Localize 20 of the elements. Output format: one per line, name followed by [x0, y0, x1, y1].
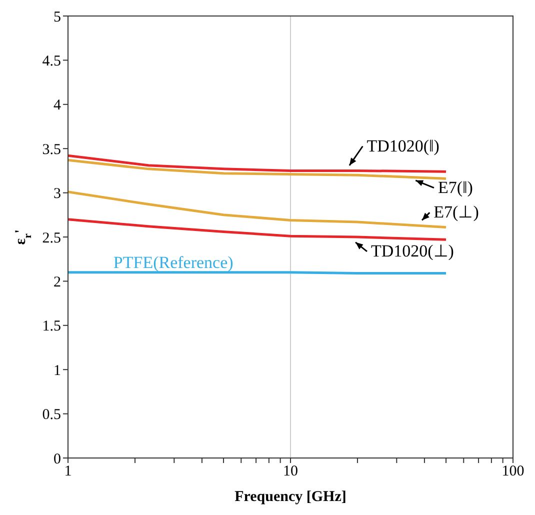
y-tick-label: 2 [54, 274, 61, 291]
y-tick-label: 2.5 [42, 230, 61, 246]
y-tick-label: 4 [54, 98, 62, 114]
series-label: E7(‖) [438, 178, 473, 197]
series-label: E7(⊥) [434, 202, 479, 222]
x-axis-title: Frequency [GHz] [234, 489, 346, 505]
y-tick-label: 3.5 [42, 142, 61, 158]
x-tick-label: 10 [283, 464, 298, 480]
y-tick-label: 3 [54, 186, 61, 202]
series-label: TD1020(⊥) [370, 241, 454, 260]
y-tick-label: 0 [54, 451, 61, 468]
series-label: PTFE(Reference) [113, 252, 234, 272]
y-tick-label: 5 [54, 9, 61, 26]
y-tick-label: 1 [54, 362, 61, 379]
y-tick-label: 1.5 [42, 318, 61, 335]
y-tick-label: 0.5 [42, 407, 61, 424]
x-tick-label: 1 [64, 464, 72, 480]
y-tick-label: 4.5 [42, 54, 61, 70]
x-tick-label: 100 [502, 464, 524, 480]
series-label: TD1020(‖) [366, 136, 440, 156]
